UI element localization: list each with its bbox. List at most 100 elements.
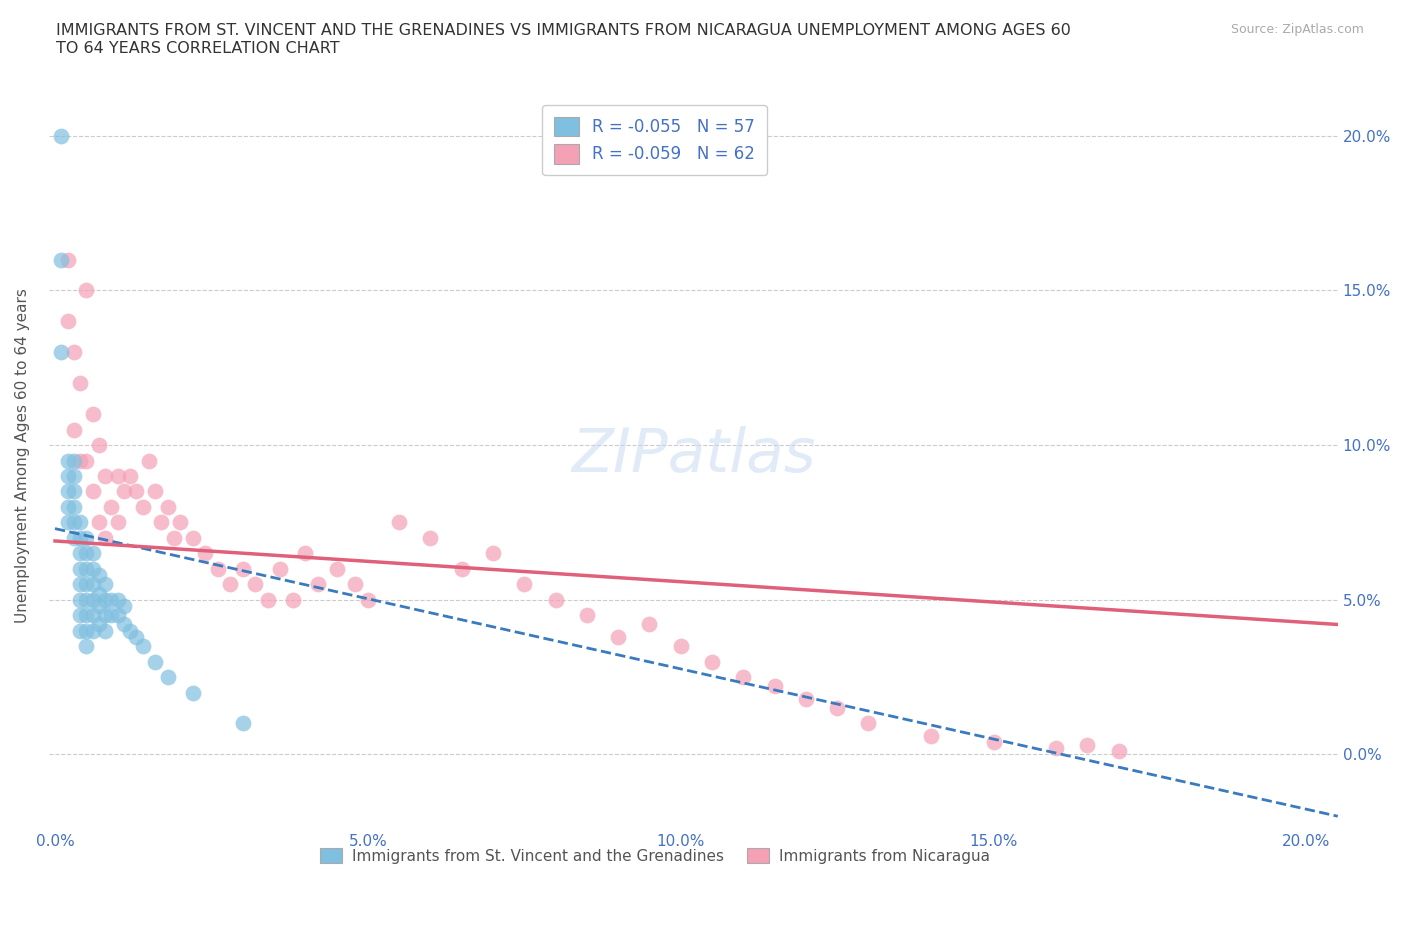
Point bbox=[544, 592, 567, 607]
Point bbox=[56, 453, 79, 468]
Point bbox=[94, 530, 117, 545]
Point bbox=[75, 546, 97, 561]
Point bbox=[112, 617, 135, 631]
Point bbox=[825, 700, 848, 715]
Point bbox=[82, 484, 104, 498]
Point bbox=[163, 530, 186, 545]
Point bbox=[75, 608, 97, 623]
Point bbox=[51, 345, 73, 360]
Point bbox=[94, 623, 117, 638]
Point bbox=[94, 577, 117, 591]
Point bbox=[232, 716, 254, 731]
Point bbox=[69, 515, 91, 530]
Point bbox=[700, 654, 723, 669]
Point bbox=[513, 577, 536, 591]
Point bbox=[294, 546, 316, 561]
Point bbox=[69, 376, 91, 391]
Point bbox=[669, 639, 692, 654]
Point bbox=[62, 530, 84, 545]
Point bbox=[75, 623, 97, 638]
Point bbox=[75, 577, 97, 591]
Point bbox=[131, 639, 153, 654]
Point bbox=[388, 515, 411, 530]
Point bbox=[269, 562, 291, 577]
Point bbox=[107, 515, 129, 530]
Point bbox=[87, 438, 110, 453]
Point bbox=[125, 484, 148, 498]
Point bbox=[56, 515, 79, 530]
Point bbox=[575, 608, 598, 623]
Point bbox=[69, 608, 91, 623]
Point bbox=[56, 499, 79, 514]
Point bbox=[112, 599, 135, 614]
Text: IMMIGRANTS FROM ST. VINCENT AND THE GRENADINES VS IMMIGRANTS FROM NICARAGUA UNEM: IMMIGRANTS FROM ST. VINCENT AND THE GREN… bbox=[56, 23, 1071, 56]
Point bbox=[82, 608, 104, 623]
Point bbox=[100, 499, 122, 514]
Point bbox=[100, 592, 122, 607]
Point bbox=[69, 546, 91, 561]
Point bbox=[62, 515, 84, 530]
Point bbox=[219, 577, 242, 591]
Point bbox=[245, 577, 267, 591]
Point bbox=[1108, 744, 1130, 759]
Point bbox=[638, 617, 661, 631]
Text: ZIPatlas: ZIPatlas bbox=[571, 427, 815, 485]
Point bbox=[87, 586, 110, 601]
Point bbox=[56, 469, 79, 484]
Point bbox=[51, 128, 73, 143]
Point bbox=[794, 691, 817, 706]
Point bbox=[112, 484, 135, 498]
Point bbox=[858, 716, 880, 731]
Point bbox=[75, 562, 97, 577]
Point bbox=[100, 608, 122, 623]
Point bbox=[107, 469, 129, 484]
Point bbox=[138, 453, 160, 468]
Point bbox=[69, 453, 91, 468]
Point bbox=[75, 283, 97, 298]
Point bbox=[1076, 737, 1098, 752]
Point bbox=[169, 515, 191, 530]
Point bbox=[69, 530, 91, 545]
Point bbox=[75, 530, 97, 545]
Point bbox=[82, 623, 104, 638]
Point bbox=[87, 599, 110, 614]
Point bbox=[325, 562, 347, 577]
Point bbox=[482, 546, 505, 561]
Point bbox=[62, 453, 84, 468]
Point bbox=[51, 252, 73, 267]
Point bbox=[143, 654, 166, 669]
Point bbox=[82, 546, 104, 561]
Point bbox=[107, 608, 129, 623]
Point bbox=[120, 623, 142, 638]
Point bbox=[194, 546, 217, 561]
Point bbox=[87, 567, 110, 582]
Point bbox=[69, 592, 91, 607]
Point bbox=[920, 728, 942, 743]
Point bbox=[56, 252, 79, 267]
Point bbox=[69, 562, 91, 577]
Point bbox=[607, 630, 630, 644]
Point bbox=[307, 577, 329, 591]
Point bbox=[419, 530, 441, 545]
Point bbox=[62, 422, 84, 437]
Point bbox=[62, 345, 84, 360]
Point bbox=[763, 679, 786, 694]
Point bbox=[94, 592, 117, 607]
Point bbox=[357, 592, 380, 607]
Point bbox=[156, 670, 179, 684]
Point bbox=[107, 592, 129, 607]
Point bbox=[733, 670, 755, 684]
Point bbox=[181, 530, 204, 545]
Point bbox=[983, 735, 1005, 750]
Point bbox=[450, 562, 472, 577]
Point bbox=[256, 592, 278, 607]
Point bbox=[87, 515, 110, 530]
Point bbox=[69, 623, 91, 638]
Legend: Immigrants from St. Vincent and the Grenadines, Immigrants from Nicaragua: Immigrants from St. Vincent and the Gren… bbox=[314, 842, 995, 870]
Point bbox=[232, 562, 254, 577]
Point bbox=[69, 577, 91, 591]
Point bbox=[75, 639, 97, 654]
Point bbox=[82, 406, 104, 421]
Point bbox=[120, 469, 142, 484]
Point bbox=[87, 617, 110, 631]
